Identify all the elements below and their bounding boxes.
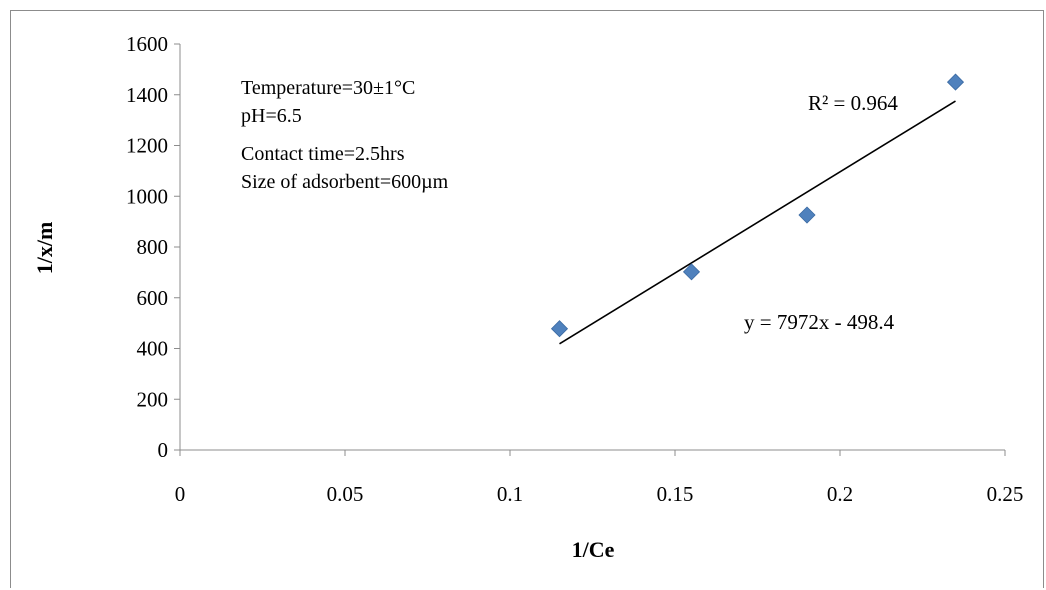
- annotation-ph: pH=6.5: [241, 105, 302, 127]
- annotation-temperature: Temperature=30±1°C: [241, 77, 415, 99]
- x-axis-title: 1/Ce: [572, 537, 615, 562]
- x-tick-label: 0.25: [987, 482, 1024, 506]
- data-point-diamond: [682, 263, 701, 281]
- y-tick-label: 200: [137, 387, 169, 411]
- annotation-contact-time: Contact time=2.5hrs: [241, 143, 405, 165]
- trendline: [559, 100, 956, 345]
- y-tick-label: 400: [137, 337, 169, 361]
- x-axis-ticks: 0 0.05 0.1 0.15 0.2 0.25: [175, 450, 1024, 506]
- data-points: [550, 73, 965, 338]
- y-tick-label: 1000: [126, 184, 168, 208]
- y-tick-label: 800: [137, 235, 169, 259]
- data-point-diamond: [550, 320, 569, 338]
- y-axis-title: 1/x/m: [32, 222, 57, 275]
- r-squared-label: R² = 0.964: [808, 91, 898, 115]
- x-tick-label: 0.15: [657, 482, 694, 506]
- annotation-adsorbent-size: Size of adsorbent=600µm: [241, 171, 449, 193]
- data-point-diamond: [798, 206, 816, 224]
- chart-frame: [10, 10, 1044, 588]
- x-tick-label: 0.2: [827, 482, 853, 506]
- y-axis-ticks: 0 200 400 600 800 1000 1200 1400 1600: [126, 32, 180, 462]
- x-tick-label: 0.1: [497, 482, 523, 506]
- x-tick-label: 0.05: [327, 482, 364, 506]
- y-tick-label: 1400: [126, 83, 168, 107]
- trendline-equation: y = 7972x - 498.4: [744, 310, 895, 334]
- y-tick-label: 1600: [126, 32, 168, 56]
- y-tick-label: 1200: [126, 134, 168, 158]
- y-tick-label: 600: [137, 286, 169, 310]
- x-tick-label: 0: [175, 482, 186, 506]
- data-point-diamond: [946, 73, 965, 91]
- y-tick-label: 0: [158, 438, 169, 462]
